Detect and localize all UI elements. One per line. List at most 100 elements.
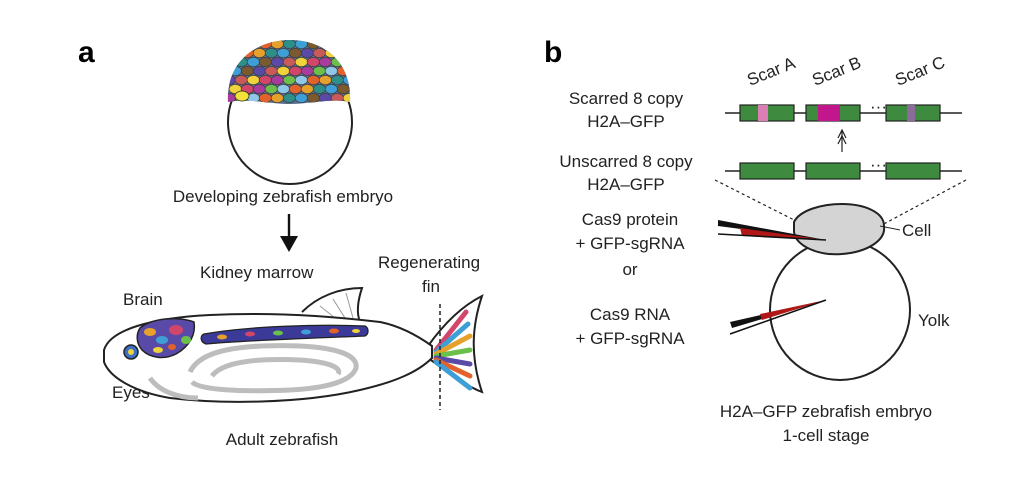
double-arrow-icon <box>837 128 847 152</box>
embryo-mosaic-cell <box>252 48 266 58</box>
injection-needle-bottom <box>729 299 827 335</box>
panel-b: b Scar A Scar B Scar C Scarred 8 copy H2… <box>544 36 967 445</box>
embryo-mosaic-cell <box>300 66 314 76</box>
panel-a-letter: a <box>78 36 95 69</box>
embryo-mosaic-cell <box>282 93 296 103</box>
scarred-label-line2: H2A–GFP <box>587 112 664 131</box>
embryo-mosaic-cell <box>227 75 236 85</box>
unscarred-ellipsis: ··· <box>870 155 887 174</box>
embryo-mosaic-cell <box>306 57 320 67</box>
embryo-mosaic-cell <box>264 48 278 58</box>
scar-b-label: Scar B <box>809 53 863 90</box>
embryo-mosaic-cell <box>270 40 284 49</box>
unscarred-gfp-copy-1 <box>739 162 795 180</box>
regenerating-label: Regenerating <box>378 253 480 272</box>
embryo-mosaic-cell <box>234 75 248 85</box>
unscarred-label-line2: H2A–GFP <box>587 175 664 194</box>
embryo-mosaic-cell <box>258 75 272 85</box>
embryo-mosaic-cell <box>312 84 326 94</box>
embryo-mosaic-cell <box>288 66 302 76</box>
yolk-label: Yolk <box>918 311 950 330</box>
scarred-label-line1: Scarred 8 copy <box>569 89 684 108</box>
panel-a: a Developing zebrafish embryo Kidney mar… <box>78 36 484 449</box>
embryo-mosaic-cell <box>288 84 302 94</box>
embryo-mosaic-cell <box>228 48 242 58</box>
embryo-mosaic-cell <box>306 75 320 85</box>
cas9-protein-label: Cas9 protein <box>582 210 678 229</box>
embryo-mosaic-cell <box>324 66 338 76</box>
unscarred-label-line1: Unscarred 8 copy <box>559 152 693 171</box>
embryo-mosaic-cell <box>306 93 320 103</box>
embryo-mosaic-cell <box>330 57 344 67</box>
or-label: or <box>622 260 637 279</box>
unscarred-gfp-copy-3 <box>885 162 941 180</box>
embryo-mosaic-cell <box>336 66 350 76</box>
kidney-marrow-dots <box>217 328 360 340</box>
embryo-yellow-cell <box>234 90 250 102</box>
one-cell-embryo <box>769 202 911 381</box>
embryo-mosaic-cell <box>306 40 320 49</box>
embryo-mosaic-cell <box>276 66 290 76</box>
scarred-construct: ··· <box>725 97 962 122</box>
scarred-ellipsis: ··· <box>870 97 887 116</box>
embryo-mosaic-cell <box>294 57 308 67</box>
embryo-mosaic-cell <box>252 84 266 94</box>
embryo-mosaic-cell <box>348 48 351 58</box>
embryo-mosaic-cell <box>258 40 272 49</box>
embryo-mosaic-cell <box>276 48 290 58</box>
injection-needle-top <box>717 220 827 241</box>
cell-pointer <box>879 225 901 231</box>
embryo-mosaic-cell <box>300 84 314 94</box>
embryo-mosaic-cell <box>240 66 254 76</box>
embryo-mosaic-cell <box>324 48 338 58</box>
embryo-mosaic-cell <box>294 93 308 103</box>
embryo-mosaic-cell <box>246 40 260 49</box>
embryo-mosaic-cell <box>264 84 278 94</box>
embryo-mosaic-cell <box>312 48 326 58</box>
brain-mosaic-dots <box>144 325 191 353</box>
zoom-line-left <box>714 179 807 227</box>
brain-label: Brain <box>123 290 163 309</box>
embryo-caption-line2: 1-cell stage <box>783 426 870 445</box>
unscarred-construct: ··· <box>725 155 962 180</box>
embryo-mosaic-cell <box>282 75 296 85</box>
embryo-mosaic-cell <box>228 66 242 76</box>
down-arrow-icon <box>280 214 298 252</box>
embryo-mosaic-cell <box>318 75 332 85</box>
embryo-mosaic-cell <box>270 93 284 103</box>
embryo-mosaic-cell <box>294 75 308 85</box>
embryo-mosaic-cell <box>252 66 266 76</box>
cell-label: Cell <box>902 221 931 240</box>
embryo-mosaic-cell <box>336 84 350 94</box>
fin-label: fin <box>422 277 440 296</box>
embryo-caption-line1: H2A–GFP zebrafish embryo <box>720 402 932 421</box>
embryo-mosaic-cell <box>330 40 344 49</box>
embryo-mosaic-cell <box>324 84 338 94</box>
kidney-marrow <box>200 324 369 345</box>
embryo-mosaic-cell <box>246 57 260 67</box>
fish-internal-organs <box>147 343 359 401</box>
embryo-mosaic-cell <box>288 48 302 58</box>
gfp-sgrna-label-1: + GFP-sgRNA <box>575 234 685 253</box>
embryo-mosaic-cell <box>270 57 284 67</box>
embryo-mosaic-cell <box>348 84 351 94</box>
embryo-mosaic-cell <box>240 48 254 58</box>
embryo-mosaic-cell <box>258 93 272 103</box>
eye-pupil <box>128 349 134 355</box>
embryo-mosaic-cell <box>330 75 344 85</box>
embryo-mosaic-cell <box>270 75 284 85</box>
embryo-mosaic-cell <box>282 57 296 67</box>
embryo-mosaic-cell <box>342 57 351 67</box>
unscarred-gfp-copy-2 <box>805 162 861 180</box>
scar-a-label: Scar A <box>744 53 798 90</box>
embryo-mosaic-cell <box>294 40 308 49</box>
adult-caption: Adult zebrafish <box>226 430 338 449</box>
scar-a-mark <box>758 105 768 121</box>
embryo-mosaic-cell <box>336 48 350 58</box>
panel-b-letter: b <box>544 36 562 69</box>
embryo-mosaic-cell <box>300 48 314 58</box>
embryo-mosaic-cell <box>246 75 260 85</box>
embryo-mosaic-cell <box>348 66 351 76</box>
embryo-mosaic-cell <box>312 66 326 76</box>
